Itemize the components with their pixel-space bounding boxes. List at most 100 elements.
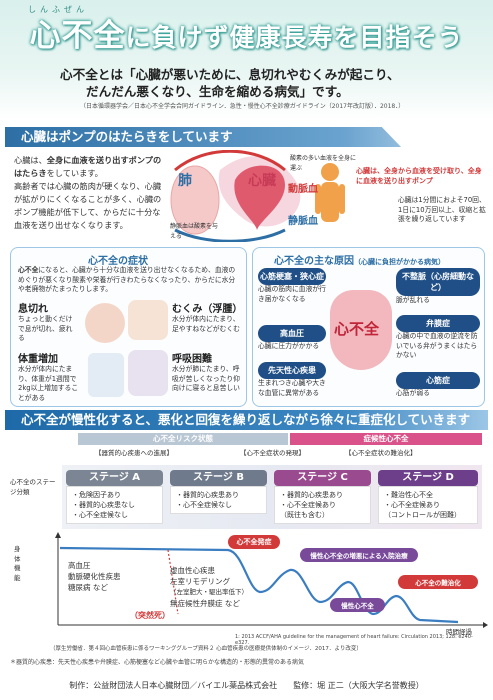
symptom-name: 呼吸困難 bbox=[172, 354, 212, 365]
shortness-of-breath-illustration bbox=[85, 303, 125, 343]
page-title: 心不全に負けず健康長寿を目指そう bbox=[0, 10, 493, 55]
risk-band: 心不全リスク状態 bbox=[78, 433, 288, 445]
title-ruby: しんふぜん bbox=[28, 5, 88, 14]
phase-symptom: 【心不全症状の発現】 bbox=[240, 449, 305, 457]
edema-illustration bbox=[128, 300, 168, 340]
pump-intro: 心臓は、全身に血液を送り出すポンプのはたらきをしています。 高齢者では心臓の筋肉… bbox=[14, 154, 164, 232]
symptoms-desc-a: 心不全 bbox=[18, 266, 39, 274]
stage-label: ステージ D bbox=[378, 470, 478, 486]
heartbeat-fact: 心臓は1分間におよそ70回、1日に10万回以上、収縮と拡張を繰り返しています bbox=[398, 196, 486, 223]
cause-name: 心筋梗塞・狭心症 bbox=[258, 268, 326, 285]
pump-summary: 心臓は、全身から血液を受け取り、全身に血液を送り出すポンプ bbox=[356, 167, 482, 185]
causes-title: 心不全の主な原因（心臓に負担がかかる病気） bbox=[274, 252, 445, 267]
cause-item: 心筋症 心筋が弱る bbox=[396, 372, 480, 399]
symptoms-desc: 心不全になると、心臓から十分な血液を送り出せなくなるため、血液のめぐりが悪くなり… bbox=[18, 266, 240, 295]
title-rest: に負けず健康長寿を目指そう bbox=[125, 23, 464, 52]
stage-c: ステージ C ・器質的心疾患あり ・心不全症候あり （既往も含む） bbox=[274, 470, 371, 524]
symptom-item: 息切れ ちょっと動くだけで息が切れ、疲れる bbox=[18, 300, 128, 344]
symptom-name: 息切れ bbox=[18, 304, 48, 315]
symptom-desc: ちょっと動くだけで息が切れ、疲れる bbox=[18, 315, 73, 342]
stage-item: ・難治性心不全 bbox=[384, 491, 433, 499]
causes-title-text: 心不全の主な原因 bbox=[274, 256, 354, 267]
stage-axis-label: 心不全のステージ分類 bbox=[10, 478, 56, 496]
section-heading-pump: 心臓はポンプのはたらきをしています bbox=[5, 127, 402, 147]
artery-label: 動脈血 bbox=[288, 184, 318, 195]
stage-item: （既往も含む） bbox=[280, 511, 329, 519]
intro-b: 全身に血液を送り出すポンプのはたらき bbox=[14, 155, 162, 178]
risk-factor: 動脈硬化性疾患 bbox=[68, 572, 121, 581]
cause-item: 心筋梗塞・狭心症 心臓の筋肉に血液が行き届かなくなる bbox=[258, 268, 326, 304]
footnote: ＊器質的心疾患：先天性心疾患や弁膜症、心筋梗塞など心臓や血管に明らかな構造的・形… bbox=[10, 659, 305, 666]
symptom-name: むくみ（浮腫） bbox=[172, 304, 243, 315]
stage-label: ステージ B bbox=[170, 470, 267, 486]
heart-illustration bbox=[330, 290, 392, 370]
cause-desc: 心臓の筋肉に血液が行き届かなくなる bbox=[258, 285, 326, 303]
section-heading-progression: 心不全が慢性化すると、悪化と回復を繰り返しながら徐々に重症化していきます bbox=[5, 410, 488, 430]
lead-text: 心不全とは「心臓が悪いために、息切れやむくみが起こり、 だんだん悪くなり、生命を… bbox=[60, 66, 480, 100]
cause-desc: 脈が乱れる bbox=[396, 296, 430, 304]
stage-label: ステージ C bbox=[274, 470, 371, 486]
cause-item: 先天性心疾患 生まれつき心臓や大きな血管に異常がある bbox=[258, 362, 326, 398]
supervisor: 監修：堀 正二（大阪大学名誉教授） bbox=[293, 681, 424, 690]
stage-label: ステージ A bbox=[66, 470, 163, 486]
cause-desc: 生まれつき心臓や大きな血管に異常がある bbox=[258, 379, 326, 397]
reference-2: （厚生労働省．第４回心血管疾患に係るワーキンググループ資料２ 心血管疾患の医療提… bbox=[50, 646, 362, 652]
heart-circulation-illustration bbox=[170, 150, 345, 242]
vein-label: 静脈血 bbox=[288, 216, 318, 227]
structural-disease: （左室肥大・駆出率低下） bbox=[170, 588, 248, 596]
symptom-item: 呼吸困難 水分が肺にたまり、呼吸が苦しくなったり仰向けに寝ると息苦しい bbox=[128, 350, 243, 396]
stage-d: ステージ D ・難治性心不全 ・心不全症候あり （コントロールが困難） bbox=[378, 470, 478, 524]
header-band bbox=[0, 0, 493, 120]
onset-label: 心不全発症 bbox=[228, 535, 280, 549]
phase-refractory: 【心不全症状の難治化】 bbox=[345, 449, 417, 457]
stage-item: （コントロールが困難） bbox=[384, 511, 461, 519]
symptoms-desc-b: になると、心臓から十分な血液を送り出せなくなるため、血液のめぐりが悪くなり酸素や… bbox=[18, 266, 236, 293]
cause-desc: 心筋が弱る bbox=[396, 389, 430, 397]
sudden-death-label: （突然死） bbox=[130, 611, 170, 620]
symptomatic-band: 症候性心不全 bbox=[290, 433, 482, 445]
stage-item: ・心不全症候なし bbox=[72, 511, 128, 519]
symptoms-title: 心不全の症状 bbox=[88, 256, 148, 267]
stage-b: ステージ B ・器質的心疾患あり ・心不全症候なし bbox=[170, 470, 267, 514]
risk-factor: 高血圧 bbox=[68, 561, 91, 570]
stage-item: ・器質的心疾患なし bbox=[72, 501, 135, 509]
cause-name: 心筋症 bbox=[396, 372, 480, 389]
cause-desc: 心臓の中で血液の逆流を防いでいる弁がうまくはたらかない bbox=[396, 332, 478, 359]
phase-structural: 【器質的心疾患への進展】 bbox=[95, 449, 173, 457]
cause-item: 不整脈（心房細動など） 脈が乱れる bbox=[396, 268, 480, 306]
symptom-desc: 水分が体内にたまり、体重が1週間で2kg以上増加することがある bbox=[18, 365, 79, 402]
oxygen-poor-note: 静脈血は酸素を与える bbox=[170, 223, 219, 240]
weight-gain-illustration bbox=[88, 353, 124, 397]
cause-desc: 心臓に圧力がかかる bbox=[258, 342, 320, 350]
lead-line-2: だんだん悪くなり、生命を縮める病気」です。 bbox=[86, 84, 349, 99]
oxygen-rich-note: 酸素の多い血液を全身に運ぶ bbox=[290, 155, 357, 172]
structural-disease: 左室リモデリング bbox=[170, 577, 230, 586]
worsening-label: 慢性心不全の増悪による入院治療 bbox=[300, 548, 418, 562]
cause-item: 高血圧 心臓に圧力がかかる bbox=[258, 325, 326, 352]
stage-item: ・心不全症候なし bbox=[176, 501, 232, 509]
structural-disease-list: 虚血性心疾患 左室リモデリング （左室肥大・駆出率低下） 無症候性弁膜症 など bbox=[170, 565, 265, 609]
chronic-hf-label: 慢性心不全 bbox=[330, 598, 385, 612]
intro-d: 高齢者では心臓の筋肉が硬くなり、心臓が拡がりにくくなることが多く、心臓のポンプ機… bbox=[14, 181, 162, 230]
cause-item: 弁膜症 心臓の中で血液の逆流を防いでいる弁がうまくはたらかない bbox=[396, 315, 480, 361]
cause-name: 高血圧 bbox=[258, 325, 326, 342]
producer: 制作：公益財団法人日本心臓財団／バイエル薬品株式会社 bbox=[69, 681, 278, 690]
symptom-name: 体重増加 bbox=[18, 354, 58, 365]
stage-item: ・心不全症候あり bbox=[280, 501, 336, 509]
stage-item: ・心不全症候あり bbox=[384, 501, 440, 509]
cause-name: 不整脈（心房細動など） bbox=[396, 268, 480, 296]
lung-label: 肺 bbox=[178, 173, 192, 189]
header-citation: （日本循環器学会／日本心不全学会合同ガイドライン．急性・慢性心不全診療ガイドライ… bbox=[80, 103, 405, 110]
stage-item: ・器質的心疾患あり bbox=[280, 491, 343, 499]
risk-factor: 糖尿病 など bbox=[68, 583, 108, 592]
symptom-item: むくみ（浮腫） 水分が体内にたまり、足やすねなどがむくむ bbox=[128, 300, 243, 340]
title-heart-failure: 心不全 bbox=[29, 18, 126, 54]
cause-name: 弁膜症 bbox=[396, 315, 480, 332]
stage-a: ステージ A ・危険因子あり ・器質的心疾患なし ・心不全症候なし bbox=[66, 470, 163, 524]
footer: 制作：公益財団法人日本心臓財団／バイエル薬品株式会社 監修：堀 正二（大阪大学名… bbox=[0, 680, 493, 691]
intro-a: 心臓は、 bbox=[14, 155, 47, 165]
cause-name: 先天性心疾患 bbox=[258, 362, 326, 379]
symptom-desc: 水分が体内にたまり、足やすねなどがむくむ bbox=[172, 315, 240, 333]
y-axis-label: 身体機能 bbox=[14, 545, 21, 582]
refractory-label: 心不全の難治化 bbox=[398, 575, 478, 589]
